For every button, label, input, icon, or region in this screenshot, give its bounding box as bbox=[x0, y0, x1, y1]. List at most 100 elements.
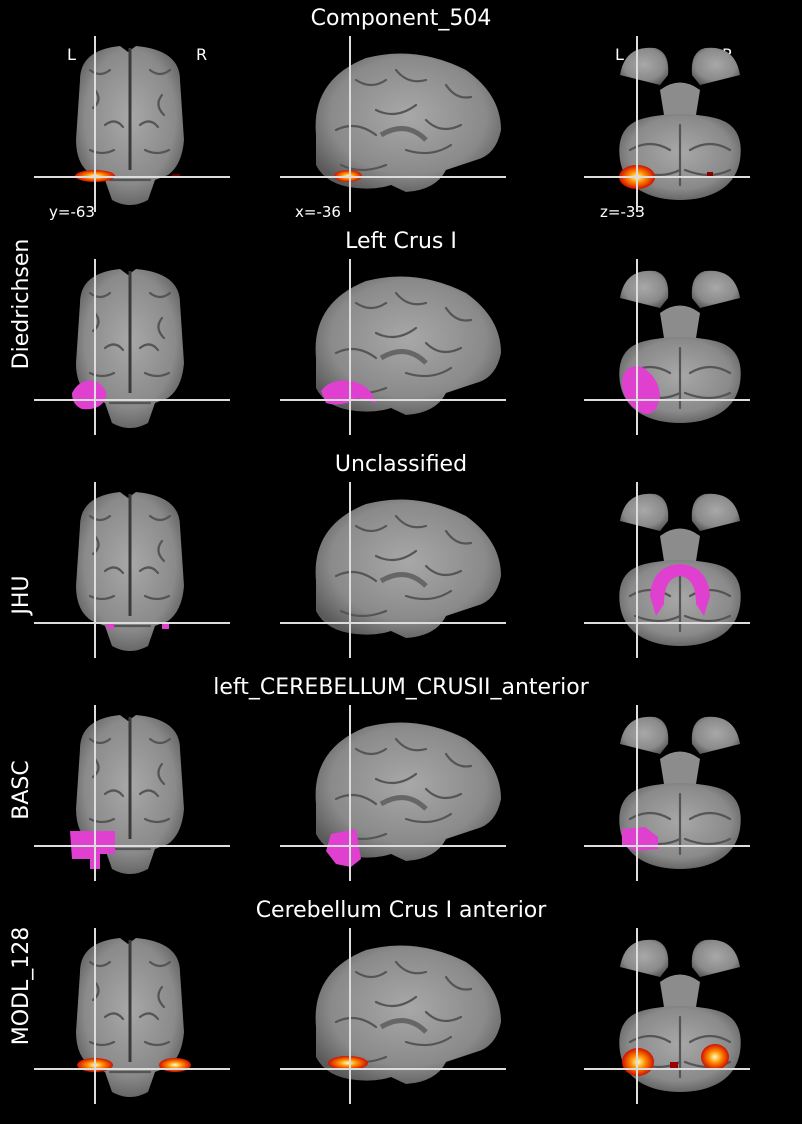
sulcus bbox=[394, 514, 428, 529]
sulcus bbox=[138, 343, 160, 352]
overlay-sagittal bbox=[321, 380, 376, 405]
view-coronal-row-3 bbox=[34, 482, 230, 658]
orient-left-coronal: L bbox=[67, 45, 76, 64]
row-title-modl: Cerebellum Crus I anterior bbox=[255, 898, 547, 923]
coord-axial: z=-33 bbox=[600, 203, 645, 221]
overlay-coronal bbox=[107, 624, 169, 629]
sulcus bbox=[424, 1010, 463, 1023]
axial-slice bbox=[619, 716, 741, 869]
sulcus bbox=[148, 514, 172, 522]
sulcus bbox=[157, 316, 166, 340]
coronal-slice bbox=[76, 46, 184, 205]
axial-svg bbox=[584, 928, 750, 1104]
coronal-slice bbox=[76, 938, 184, 1097]
sulcus bbox=[444, 975, 473, 991]
sulcus bbox=[374, 772, 418, 785]
axial-svg bbox=[584, 36, 750, 212]
sagittal-slice bbox=[315, 53, 501, 193]
sulcus bbox=[394, 291, 428, 306]
sulcus bbox=[374, 549, 418, 562]
temporal-lobe-left bbox=[620, 716, 669, 754]
sulcus bbox=[424, 564, 463, 577]
row-title-basc: left_CEREBELLUM_CRUSII_anterior bbox=[213, 675, 589, 700]
coronal-svg bbox=[34, 482, 230, 658]
activation-blob bbox=[172, 174, 180, 177]
coronal-svg bbox=[34, 705, 230, 881]
overlay-coronal bbox=[70, 831, 115, 869]
view-sagittal-row-3 bbox=[280, 482, 506, 658]
sulcus bbox=[88, 594, 116, 601]
sagittal-svg bbox=[280, 482, 506, 658]
sagittal-brain bbox=[315, 945, 501, 1084]
sulcus bbox=[157, 539, 166, 563]
sulcus bbox=[688, 1034, 732, 1044]
ventricle bbox=[379, 349, 428, 365]
brainstem bbox=[660, 305, 700, 343]
view-axial-row-1 bbox=[584, 36, 750, 212]
sulcus bbox=[88, 737, 112, 745]
sulcus bbox=[88, 371, 116, 378]
orient-right-coronal: R bbox=[196, 45, 208, 64]
overlay-coronal bbox=[72, 380, 107, 410]
sagittal-svg bbox=[280, 259, 506, 435]
sulcus bbox=[103, 789, 125, 798]
sulcus bbox=[138, 1012, 160, 1021]
sulcus bbox=[683, 391, 732, 400]
sagittal-brain bbox=[315, 276, 501, 415]
view-axial-row-3 bbox=[584, 482, 750, 658]
sulcus bbox=[138, 789, 160, 798]
brainstem bbox=[660, 82, 700, 120]
axial-svg bbox=[584, 482, 750, 658]
sulcus bbox=[444, 529, 473, 545]
temporal-lobe-left bbox=[620, 939, 669, 977]
view-axial-row-4 bbox=[584, 705, 750, 881]
sulcus bbox=[424, 787, 463, 800]
sulcus bbox=[157, 985, 166, 1009]
sagittal-slice bbox=[315, 722, 501, 861]
view-axial-row-2 bbox=[584, 259, 750, 435]
sagittal-brain bbox=[315, 499, 501, 638]
sulcus bbox=[628, 811, 672, 821]
brainstem bbox=[660, 751, 700, 789]
view-coronal-row-5 bbox=[34, 928, 230, 1104]
sulcus bbox=[143, 1040, 171, 1047]
temporal-lobe-right bbox=[691, 493, 740, 531]
orient-left-axial: L bbox=[615, 45, 624, 64]
temporal-lobe-left bbox=[620, 47, 669, 85]
ventricle bbox=[379, 572, 428, 588]
sulcus bbox=[88, 817, 116, 824]
sulcus bbox=[334, 793, 378, 806]
sulcus bbox=[354, 78, 388, 87]
brainstem bbox=[660, 528, 700, 566]
temporal-lobe-left bbox=[620, 270, 669, 308]
sulcus bbox=[88, 1040, 116, 1047]
overlay-sagittal bbox=[326, 829, 361, 867]
sulcus bbox=[339, 163, 388, 172]
sulcus bbox=[394, 68, 428, 83]
sulcus bbox=[148, 291, 172, 299]
sagittal-svg bbox=[280, 36, 506, 212]
atlas-region bbox=[70, 831, 115, 869]
ventricle bbox=[379, 795, 428, 811]
axial-svg bbox=[584, 705, 750, 881]
sulcus bbox=[394, 960, 428, 975]
sagittal-slice bbox=[315, 276, 501, 415]
temporal-lobe-right bbox=[691, 270, 740, 308]
sulcus bbox=[103, 343, 125, 352]
sagittal-slice bbox=[315, 945, 501, 1084]
sulcus bbox=[444, 83, 473, 99]
sulcus bbox=[157, 762, 166, 786]
activation-blob bbox=[328, 1056, 368, 1070]
temporal-lobe-right bbox=[691, 716, 740, 754]
sulcus bbox=[688, 365, 732, 375]
sulcus bbox=[374, 326, 418, 339]
sagittal-brain bbox=[315, 53, 501, 193]
atlas-region bbox=[107, 624, 114, 629]
sulcus bbox=[628, 588, 672, 598]
sulcus bbox=[88, 68, 112, 76]
sulcus bbox=[354, 747, 388, 756]
view-sagittal-row-1 bbox=[280, 36, 506, 212]
sulcus bbox=[103, 120, 125, 129]
sulcus bbox=[103, 1012, 125, 1021]
sulcus bbox=[334, 570, 378, 583]
